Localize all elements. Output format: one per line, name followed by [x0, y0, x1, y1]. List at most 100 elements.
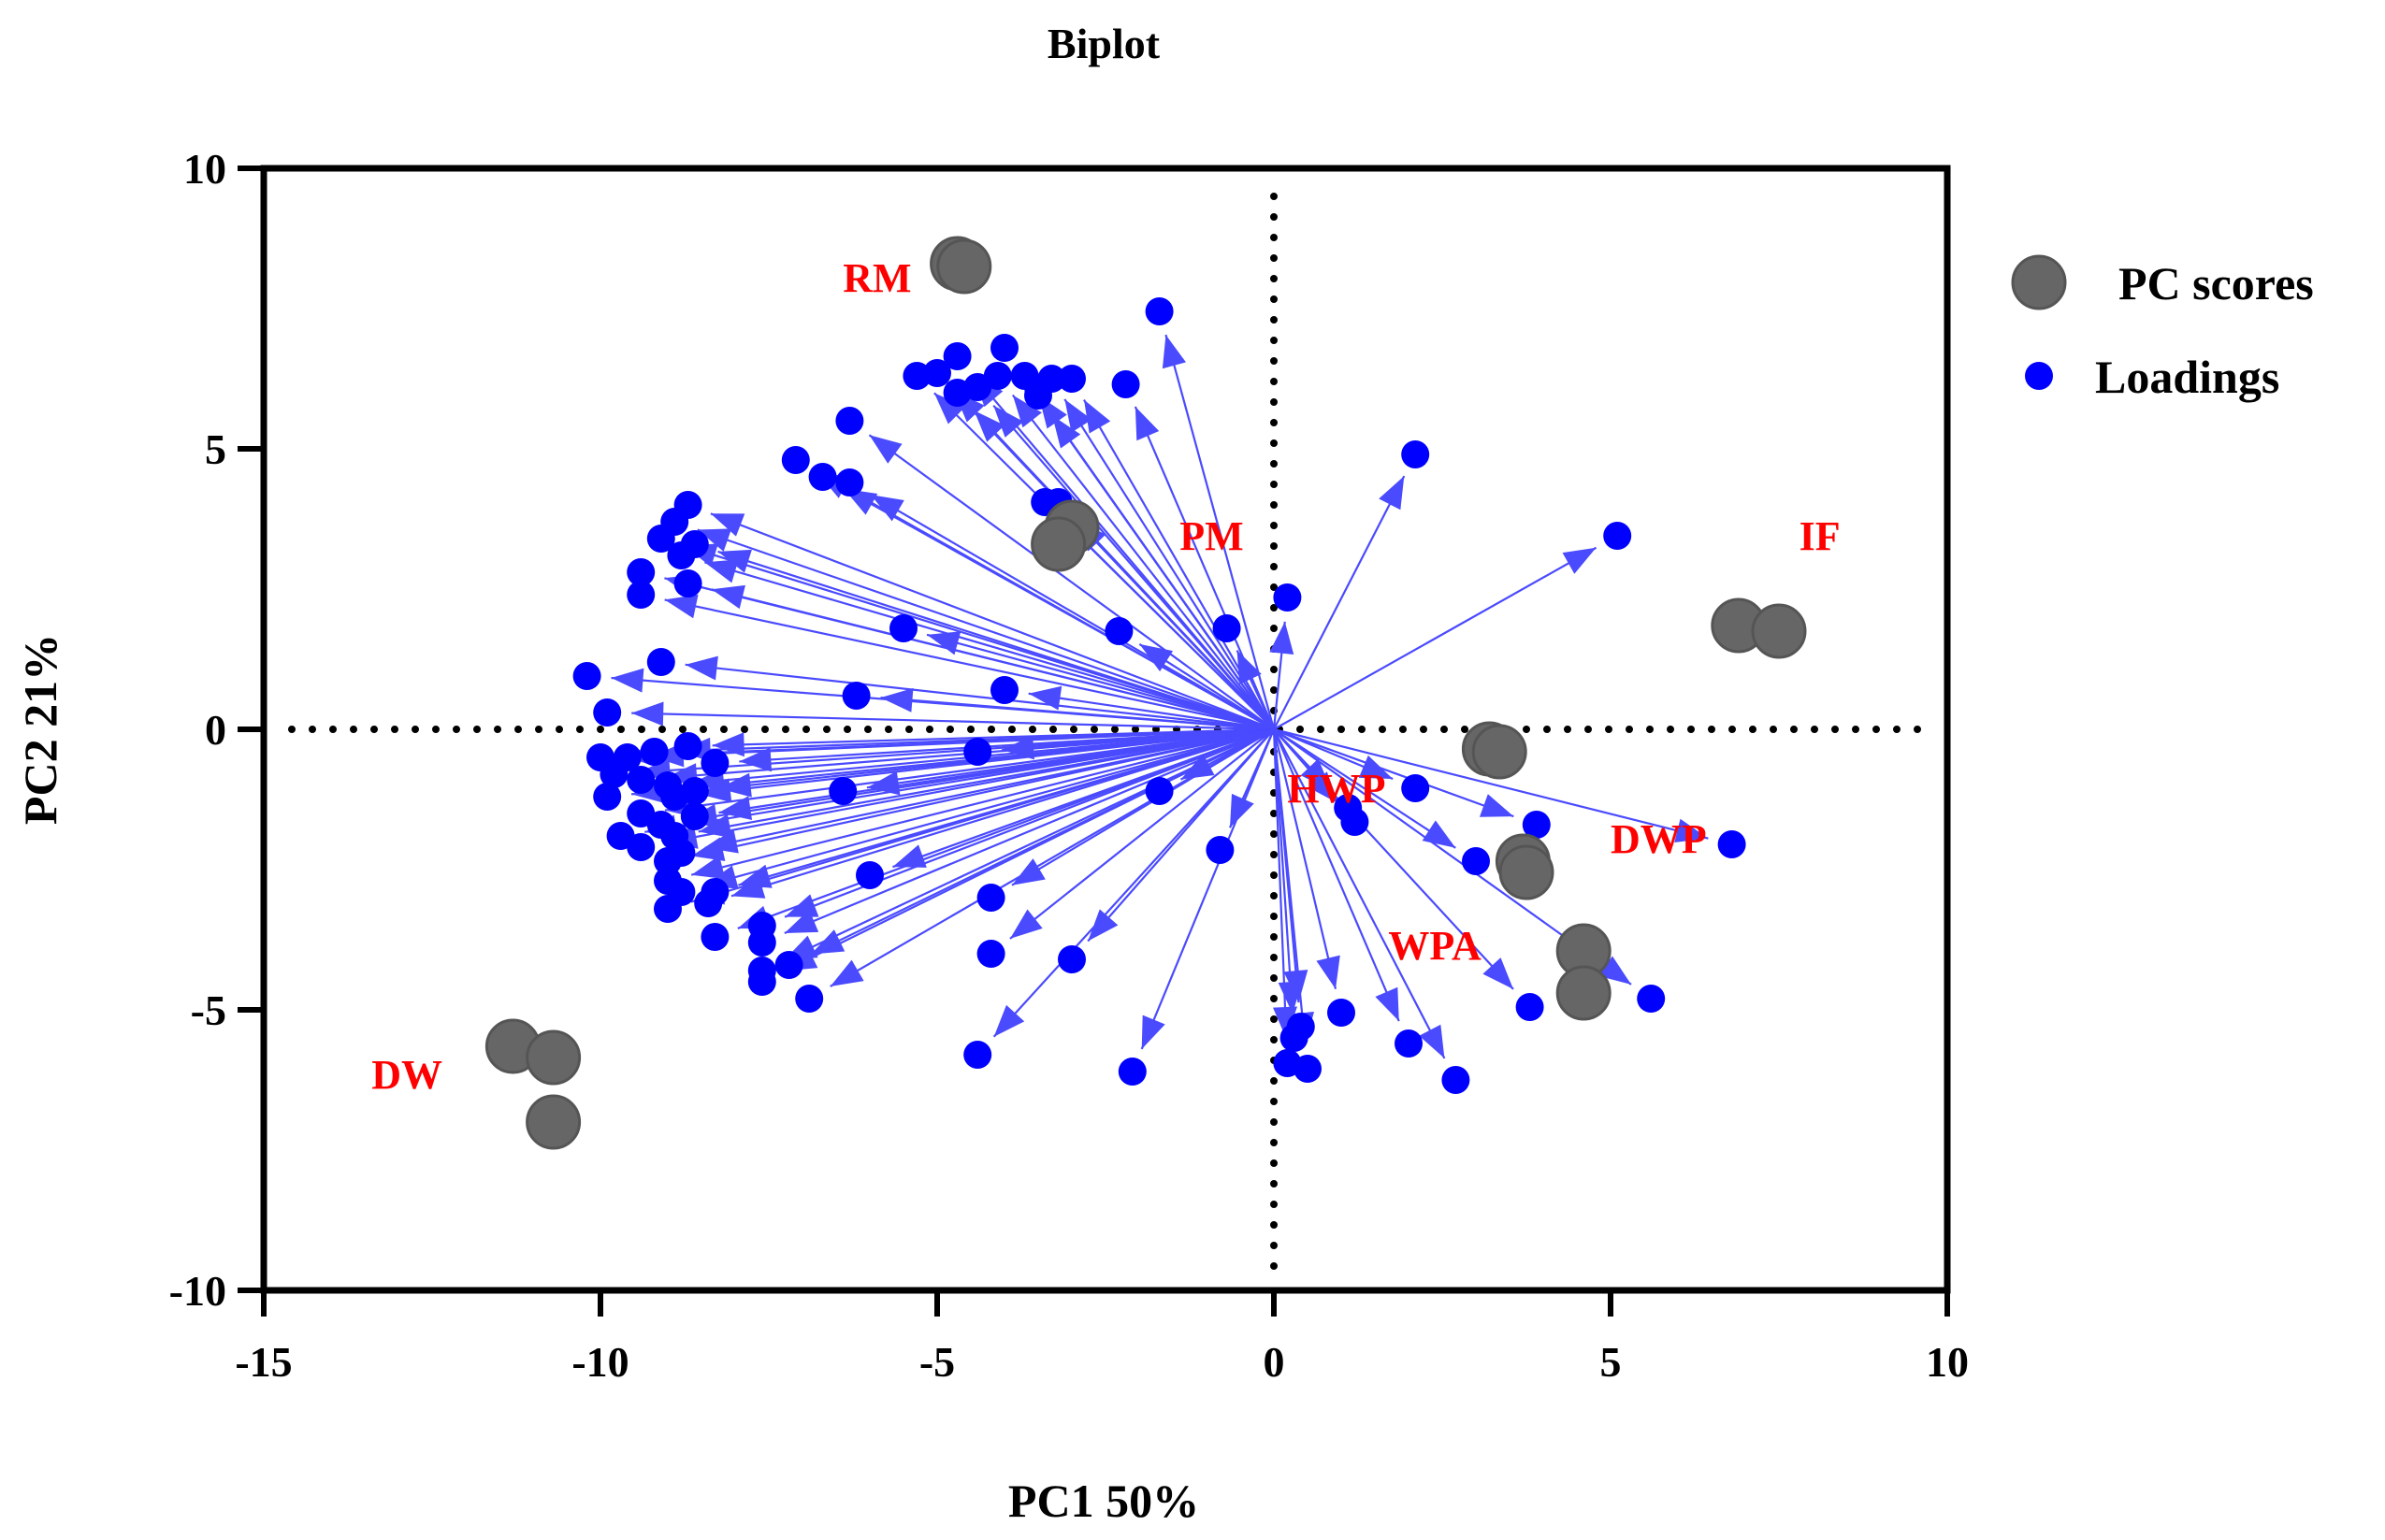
loading-arrowhead [1269, 621, 1294, 655]
loading-arrowhead [731, 874, 766, 899]
loading-point [673, 732, 702, 760]
loading-arrowhead [927, 631, 961, 655]
pc-scores-series [484, 236, 1807, 1150]
loading-point [1522, 811, 1551, 839]
x-tick-label: -5 [919, 1338, 955, 1386]
loading-point [774, 951, 803, 979]
loading-arrowhead [691, 837, 726, 861]
pc-score-point [526, 1029, 582, 1086]
loading-arrowhead [1141, 1015, 1165, 1049]
loading-arrow [704, 561, 1275, 731]
x-tick-label: -10 [571, 1338, 629, 1386]
group-label-dw: DW [371, 1052, 442, 1098]
loading-point [701, 749, 730, 777]
pc-score-point [1471, 724, 1527, 780]
loading-arrow [664, 727, 1275, 844]
group-label-if: IF [1800, 513, 1841, 559]
loading-arrow [830, 728, 1275, 987]
loading-arrowhead [1009, 909, 1043, 939]
pc-score-point [1555, 965, 1612, 1021]
loading-arrowhead [880, 687, 914, 712]
loading-arrows [611, 334, 1709, 1059]
loading-arrowhead [710, 513, 745, 537]
loading-arrowhead [1083, 399, 1111, 434]
loading-arrow [711, 588, 1275, 731]
loading-arrow [712, 727, 1275, 747]
y-axis-label: PC2 21% [14, 634, 66, 825]
loading-point [660, 783, 689, 811]
loading-arrow [1273, 728, 1456, 849]
loading-point [1145, 297, 1174, 325]
loading-point [1637, 985, 1666, 1013]
loading-point [640, 738, 669, 766]
legend-marker-pc-scores [2011, 254, 2067, 310]
loading-point [903, 362, 932, 390]
loading-arrowhead [1674, 818, 1709, 842]
loading-arrow [1009, 728, 1275, 940]
loading-arrowhead [1012, 395, 1042, 428]
loading-arrowhead [1162, 335, 1186, 369]
loading-point [667, 541, 696, 569]
loading-arrow [644, 727, 1275, 833]
loading-arrowhead [993, 405, 1024, 438]
group-label-dwp: DWP [1611, 816, 1707, 862]
loading-point [1206, 836, 1235, 864]
loading-arrowhead [1139, 643, 1174, 672]
loading-point [701, 923, 730, 951]
loading-point [1212, 614, 1241, 642]
loading-arrowhead [1028, 685, 1062, 711]
loading-arrowhead [1064, 398, 1092, 433]
loading-arrow [783, 728, 1275, 972]
x-axis-ticks: -15 -10 -5 0 5 10 [235, 1290, 1969, 1386]
loading-arrow [784, 727, 1275, 935]
legend-label-loadings: Loadings [2095, 351, 2279, 403]
loading-arrow [868, 434, 1275, 730]
chart-title: Biplot [1048, 20, 1161, 67]
loading-arrowhead [691, 855, 726, 880]
loading-point [646, 525, 675, 553]
loading-point [627, 581, 656, 609]
loading-arrowhead [1597, 956, 1632, 985]
loading-point [627, 558, 656, 586]
loading-arrowhead [631, 701, 664, 727]
loading-arrow [1011, 394, 1275, 730]
loading-point [1340, 808, 1369, 836]
y-tick-label: -5 [191, 986, 226, 1034]
loading-point [627, 766, 656, 794]
x-axis-label: PC1 50% [1008, 1475, 1199, 1527]
loading-point [1515, 993, 1544, 1021]
loading-point [673, 569, 702, 597]
loading-point [747, 928, 776, 957]
loading-point [856, 861, 884, 889]
loading-point [646, 648, 675, 676]
loading-arrow [1273, 728, 1514, 990]
loading-arrow [1074, 519, 1275, 730]
loading-point [1603, 522, 1632, 550]
loading-point [1145, 777, 1174, 805]
loading-arrowhead [1422, 820, 1456, 848]
loading-arrow [1061, 518, 1275, 730]
pc-score-point [1498, 844, 1554, 900]
loading-point [990, 676, 1019, 704]
y-tick-label: 0 [205, 706, 226, 754]
loading-point [1279, 1024, 1308, 1052]
loading-point [1058, 365, 1086, 393]
group-label-pm: PM [1179, 513, 1243, 559]
loading-arrowhead [1308, 771, 1339, 804]
loading-arrow [704, 727, 1275, 887]
loading-arrow [1272, 728, 1294, 1015]
loadings-series [572, 297, 1746, 1094]
loading-arrowhead [830, 959, 864, 986]
group-label-rm: RM [843, 255, 911, 301]
x-tick-label: 10 [1926, 1338, 1969, 1386]
loading-arrow [690, 727, 1275, 903]
loading-arrow [638, 727, 1275, 774]
loading-arrowhead [1379, 476, 1405, 511]
loading-arrowhead [974, 410, 1005, 442]
loading-arrowhead [1562, 547, 1597, 574]
y-axis-ticks: -10 -5 0 5 10 [169, 145, 264, 1315]
loading-point [795, 985, 824, 1013]
loading-arrow [880, 696, 1275, 731]
loading-point [680, 802, 709, 830]
